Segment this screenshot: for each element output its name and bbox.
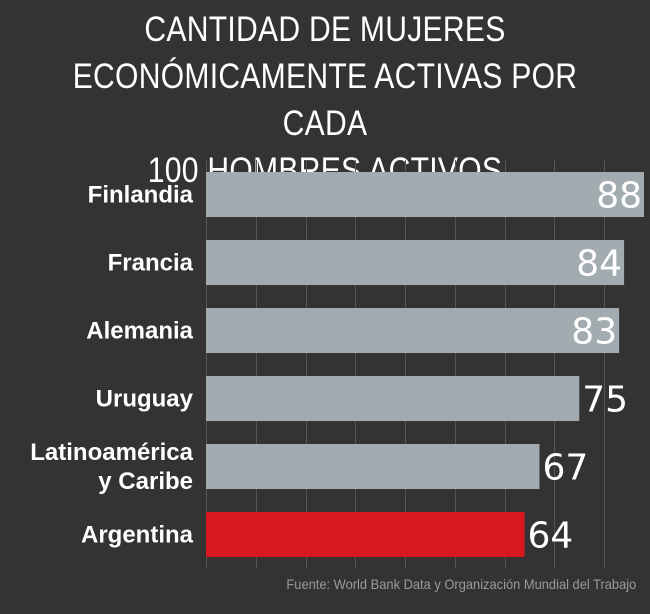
bar <box>206 240 625 285</box>
category-label: Finlandia <box>88 182 194 209</box>
title-line-2: ECONÓMICAMENTE ACTIVAS POR CADA <box>72 57 578 143</box>
value-label: 88 <box>596 176 642 217</box>
bar <box>206 444 540 489</box>
source-note: Fuente: World Bank Data y Organización M… <box>286 576 636 592</box>
category-label: Latinoamérica y Caribe <box>30 439 193 495</box>
category-label: Francia <box>108 250 194 277</box>
bar <box>206 308 620 353</box>
title-line-1: CANTIDAD DE MUJERES <box>144 10 506 49</box>
gridlines <box>206 160 605 568</box>
bar <box>206 512 525 557</box>
bar <box>206 172 644 217</box>
value-label: 84 <box>576 244 622 285</box>
category-label: Uruguay <box>96 386 194 413</box>
bar <box>206 376 580 421</box>
bars <box>206 172 644 557</box>
value-label: 67 <box>542 448 588 489</box>
value-label: 64 <box>528 516 574 557</box>
category-label: Argentina <box>81 522 194 549</box>
category-label: Alemania <box>86 318 193 345</box>
category-labels: Finlandia Francia Alemania Uruguay Latinoamé… <box>30 182 193 549</box>
value-labels: 88 84 83 75 67 64 <box>528 176 642 557</box>
value-label: 83 <box>571 312 617 353</box>
value-label: 75 <box>582 380 628 421</box>
